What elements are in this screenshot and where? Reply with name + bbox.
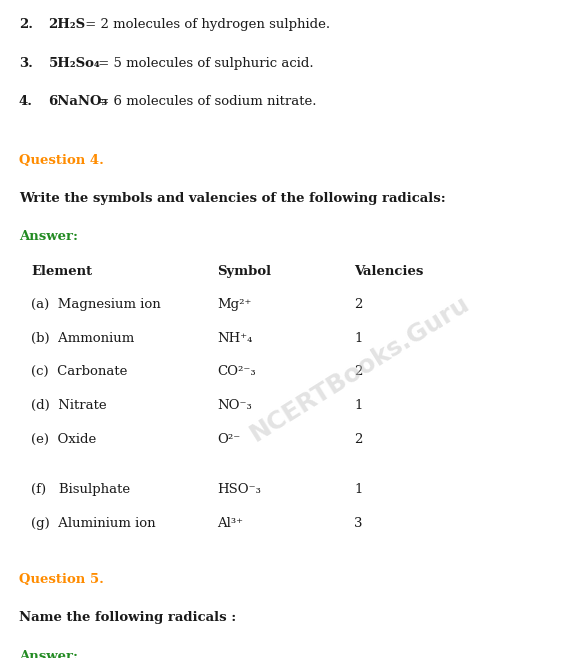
Text: Mg²⁺: Mg²⁺ xyxy=(217,298,251,311)
Text: Valencies: Valencies xyxy=(354,265,423,278)
Text: (d)  Nitrate: (d) Nitrate xyxy=(31,399,107,412)
Text: HSO⁻₃: HSO⁻₃ xyxy=(217,483,261,496)
Text: (c)  Carbonate: (c) Carbonate xyxy=(31,365,128,378)
Text: 1: 1 xyxy=(354,399,363,412)
Text: Question 5.: Question 5. xyxy=(19,573,104,586)
Text: NH⁺₄: NH⁺₄ xyxy=(217,332,252,345)
Text: (b)  Ammonium: (b) Ammonium xyxy=(31,332,135,345)
Text: NO⁻₃: NO⁻₃ xyxy=(217,399,252,412)
Text: (a)  Magnesium ion: (a) Magnesium ion xyxy=(31,298,161,311)
Text: (e)  Oxide: (e) Oxide xyxy=(31,432,96,445)
Text: 2: 2 xyxy=(354,432,363,445)
Text: = 5 molecules of sulphuric acid.: = 5 molecules of sulphuric acid. xyxy=(94,57,313,70)
Text: O²⁻: O²⁻ xyxy=(217,432,240,445)
Text: 2: 2 xyxy=(354,365,363,378)
Text: Al³⁺: Al³⁺ xyxy=(217,517,243,530)
Text: 2H₂S: 2H₂S xyxy=(49,18,86,32)
Text: 3: 3 xyxy=(354,517,363,530)
Text: = 6 molecules of sodium nitrate.: = 6 molecules of sodium nitrate. xyxy=(94,95,316,108)
Text: NCERTBooks.Guru: NCERTBooks.Guru xyxy=(246,291,474,446)
Text: 1: 1 xyxy=(354,332,363,345)
Text: 3.: 3. xyxy=(19,57,33,70)
Text: Symbol: Symbol xyxy=(217,265,271,278)
Text: 1: 1 xyxy=(354,483,363,496)
Text: Element: Element xyxy=(31,265,93,278)
Text: CO²⁻₃: CO²⁻₃ xyxy=(217,365,256,378)
Text: 2.: 2. xyxy=(19,18,33,32)
Text: 6NaNO₃: 6NaNO₃ xyxy=(49,95,108,108)
Text: 4.: 4. xyxy=(19,95,33,108)
Text: 5H₂So₄: 5H₂So₄ xyxy=(49,57,100,70)
Text: Answer:: Answer: xyxy=(19,230,78,243)
Text: Write the symbols and valencies of the following radicals:: Write the symbols and valencies of the f… xyxy=(19,192,445,205)
Text: (g)  Aluminium ion: (g) Aluminium ion xyxy=(31,517,156,530)
Text: = 2 molecules of hydrogen sulphide.: = 2 molecules of hydrogen sulphide. xyxy=(81,18,329,32)
Text: 2: 2 xyxy=(354,298,363,311)
Text: Name the following radicals :: Name the following radicals : xyxy=(19,611,236,624)
Text: (f)   Bisulphate: (f) Bisulphate xyxy=(31,483,131,496)
Text: Answer:: Answer: xyxy=(19,649,78,658)
Text: Question 4.: Question 4. xyxy=(19,154,104,167)
